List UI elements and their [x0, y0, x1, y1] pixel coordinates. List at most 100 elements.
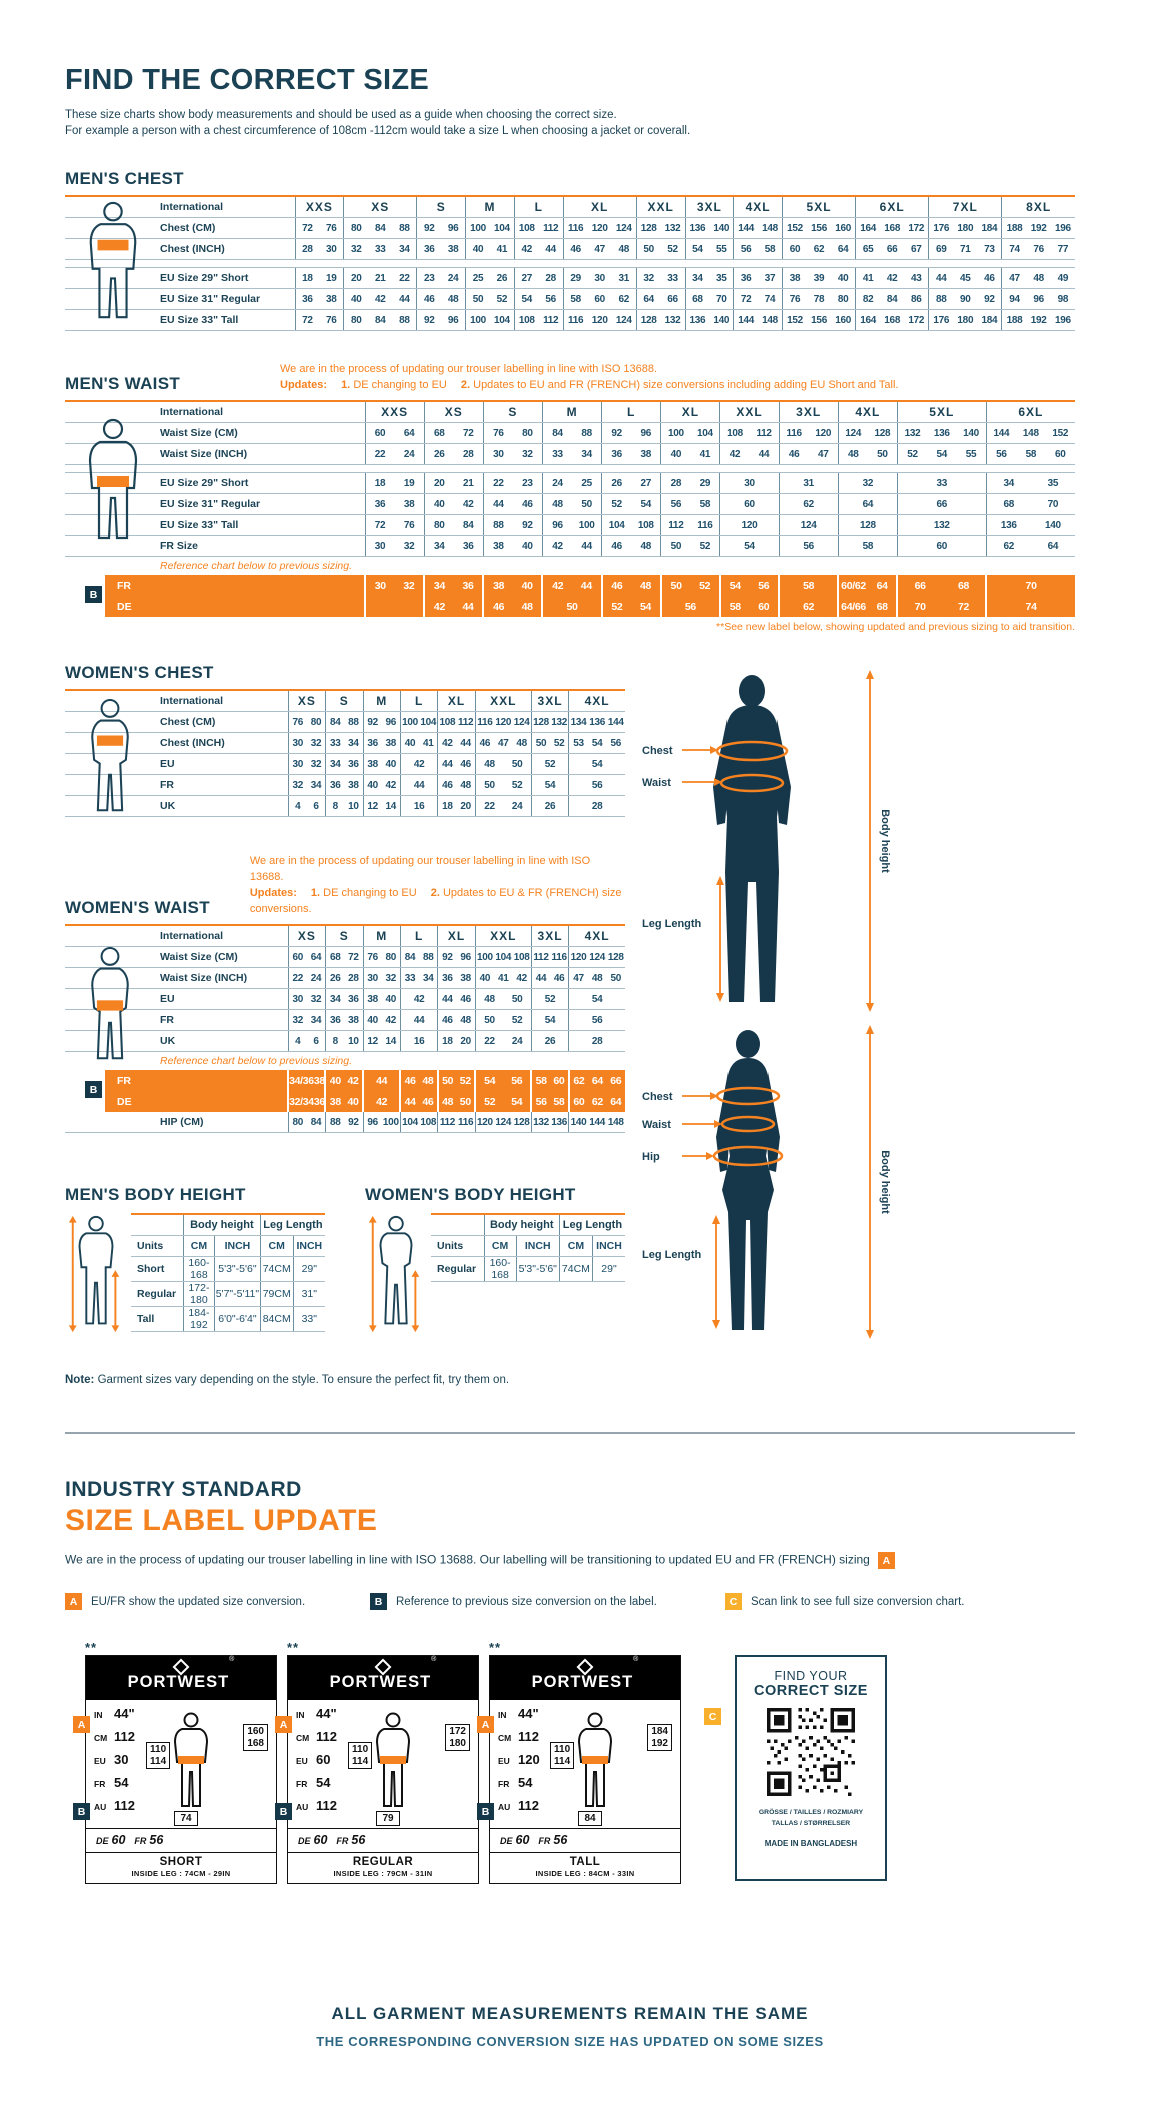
size-cell: 26 28 — [325, 967, 364, 989]
corner-cell — [431, 1214, 485, 1236]
size-cell: 48 50 — [837, 443, 898, 465]
size-cell: 56 58 60 — [985, 443, 1075, 465]
row-label: FR — [105, 1070, 289, 1091]
size-cell: 124 128 — [837, 422, 898, 444]
size-cell: 52 54 — [601, 493, 661, 515]
size-cell: 50 52 — [660, 535, 720, 557]
row-label: FR — [105, 575, 366, 596]
size-cell: 54 — [530, 774, 569, 796]
prev-value: 56 — [149, 1833, 164, 1847]
row-label: EU Size 29" Short — [65, 267, 295, 289]
measure-value: 44" — [114, 1706, 135, 1721]
fit-footer: TALL INSIDE LEG : 84CM - 33IN — [490, 1852, 680, 1883]
measure-label: EU — [296, 1756, 308, 1766]
size-cell: 48 50 — [474, 988, 532, 1010]
size-cell: 128 132 — [530, 711, 569, 733]
row-label: FR — [65, 1009, 289, 1031]
units-label: Units — [431, 1235, 485, 1257]
size-cell: 12 14 — [362, 795, 401, 817]
size-cell: 36 38 — [416, 238, 466, 260]
table-row: Short 160-168 5'3"-5'6" 74CM 29" — [131, 1256, 325, 1282]
size-header: 5XL — [781, 196, 856, 218]
measurement-au: AU 112 — [296, 1797, 337, 1820]
size-cell: 65 66 67 — [855, 238, 929, 260]
size-header: XL — [660, 401, 720, 423]
fit-name: REGULAR — [352, 1856, 414, 1868]
size-cell: 5'3"-5'6" — [515, 1256, 560, 1282]
size-cell: 34 36 — [325, 988, 364, 1010]
size-cell: 40 42 — [423, 493, 484, 515]
waist-label: Waist — [642, 777, 671, 789]
label-body: IN 44" CM 112 EU 60 FR 54 AU 112 110 114 172 180 79 — [288, 1700, 478, 1828]
measure-value: 112 — [518, 1729, 539, 1744]
size-cell: 64 66 — [635, 288, 685, 310]
row-label: FR Size — [65, 535, 366, 557]
size-cell: 140 144 148 — [568, 1112, 625, 1133]
size-cell: 28 — [568, 795, 625, 817]
prev-value: 60 — [111, 1833, 126, 1847]
translations-line-2: TALLAS / STØRRELSER — [771, 1819, 851, 1827]
figures-panel: Chest Waist Leg Length Body height — [640, 665, 891, 1345]
size-cell: 38 40 — [482, 575, 543, 596]
waist-size-box: 110 114 — [550, 1742, 575, 1769]
header-row: International XS S M L XL XXL 3XL 4XL — [65, 925, 625, 947]
size-cell: 76 78 80 — [781, 288, 856, 310]
size-cell: 29" — [292, 1256, 325, 1282]
size-cell: 96 100 — [541, 514, 602, 536]
measure-label: EU — [94, 1756, 106, 1766]
measurement-fr: FR 54 — [94, 1774, 135, 1797]
spacer — [65, 259, 1075, 268]
industry-standard-heading: INDUSTRY STANDARD — [65, 1478, 302, 1501]
measure-label: AU — [498, 1802, 511, 1812]
size-cell: 62 64 66 — [567, 1070, 625, 1091]
size-label-update-heading: SIZE LABEL UPDATE — [65, 1504, 378, 1537]
size-cell: 16 — [399, 1030, 438, 1052]
fit-footer: SHORT INSIDE LEG : 74CM - 29IN — [86, 1852, 276, 1883]
size-cell: 164 168 172 — [855, 217, 929, 239]
size-cell: 6'0"-6'4" — [213, 1306, 261, 1332]
measure-label: CM — [498, 1733, 512, 1743]
size-table: International XS S M L XL XXL 3XL 4XL Waist Size … — [65, 924, 625, 1052]
badge-a: A — [73, 1716, 90, 1733]
size-header: 3XL — [778, 401, 839, 423]
table-row: Chest (INCH) 30 32 33 34 36 38 40 41 42 44 46 47 48 50… — [65, 732, 625, 754]
row-label: EU Size 33" Tall — [65, 514, 366, 536]
size-cell: 136 140 — [684, 309, 734, 331]
size-cell: 32 34 — [287, 1009, 326, 1031]
size-cell: 80 84 — [423, 514, 484, 536]
measurement-in: IN 44" — [94, 1705, 135, 1728]
waist-size-box: 110 114 — [146, 1742, 171, 1769]
brand-name: PORTWEST — [531, 1673, 634, 1691]
row-label: Regular — [131, 1281, 184, 1307]
size-cell: 30 32 — [362, 967, 401, 989]
made-in: MADE IN BANGLADESH — [764, 1838, 858, 1848]
size-cell: 26 28 — [423, 443, 484, 465]
table-row: Regular 160-168 5'3"-5'6" 74CM 29" — [431, 1256, 625, 1282]
reference-row: FR 34/36 38 40 42 44 46 48 50 52 54 56 58 60 62 64 66 — [105, 1070, 625, 1091]
size-cell: 46 48 — [437, 1009, 476, 1031]
size-header: XXL — [719, 401, 780, 423]
size-cell: 112 116 — [530, 946, 569, 968]
size-table: International XXS XS S M L XL XXL 3XL 4XL 5XL 6XL Wa… — [65, 400, 1075, 557]
measurement-list: IN 44" CM 112 EU 120 FR 54 AU 112 — [498, 1705, 540, 1820]
size-cell: 40 42 — [362, 774, 401, 796]
measure-label: FR — [498, 1779, 510, 1789]
qr-card: FIND YOUR CORRECT SIZE GRÖSSE / TAILLES / … — [735, 1655, 887, 1881]
size-cell: 47 48 50 — [568, 967, 625, 989]
header-row: International XXS XS S M L XL XXL 3XL 4XL 5XL 6XL — [65, 401, 1075, 423]
body-height-figure-icon — [68, 1215, 120, 1333]
reference-note: Reference chart below to previous sizing… — [160, 560, 353, 572]
find-your-text: FIND YOUR — [774, 1669, 848, 1683]
row-label: EU Size 29" Short — [65, 472, 366, 494]
size-header: L — [399, 690, 438, 712]
size-cell: 22 23 — [482, 472, 543, 494]
height-range-box: 160 168 — [243, 1724, 268, 1751]
reference-chart: B FR 30 32 34 36 38 40 42 44 46 48 50 52 54 56 58 60/62 64… — [85, 575, 1075, 617]
badge-b: B — [73, 1803, 90, 1820]
size-cell: 30 — [719, 472, 780, 494]
womens-body-height-section: WOMEN'S BODY HEIGHT — [365, 1185, 625, 1340]
prev-label: FR — [134, 1836, 147, 1846]
size-cell: 84 88 — [541, 422, 602, 444]
size-cell: 70 72 — [896, 596, 987, 617]
male-measurement-figure: Chest Waist Leg Length Body height — [642, 670, 891, 1012]
